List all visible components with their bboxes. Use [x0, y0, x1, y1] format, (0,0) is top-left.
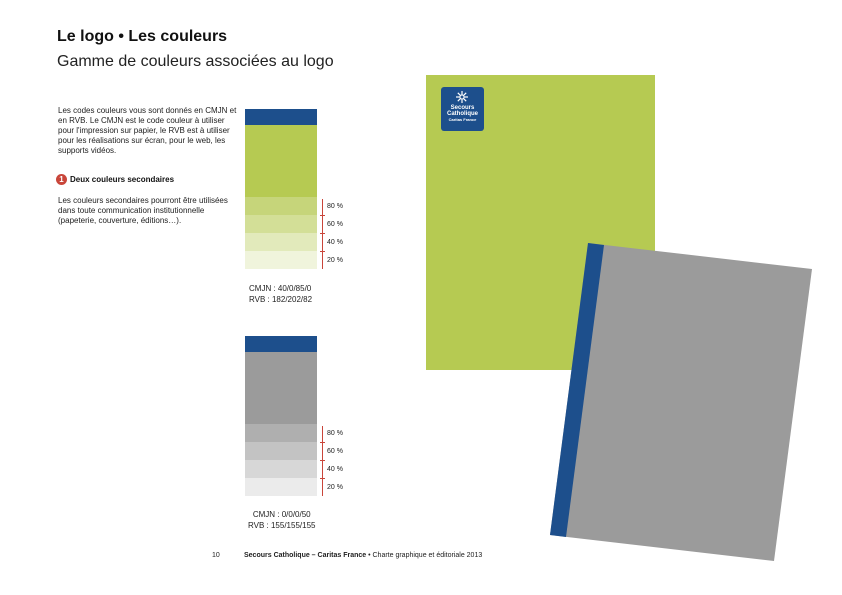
footer-text: Secours Catholique – Caritas France • Ch… — [244, 552, 482, 559]
green-tint-60 — [245, 215, 317, 233]
blue-band — [245, 109, 317, 125]
intro-paragraph: Les codes couleurs vous sont donnés en C… — [58, 106, 237, 155]
section-heading-text: Deux couleurs secondaires — [70, 175, 175, 184]
cross-star-icon — [456, 91, 468, 103]
logo-line-2: Catholique — [447, 111, 478, 117]
page-number: 10 — [212, 552, 220, 559]
section-number-badge: 1 — [56, 174, 67, 185]
gray-cover-mockup — [550, 243, 812, 561]
section-heading: 1 Deux couleurs secondaires — [56, 174, 174, 185]
blue-band — [245, 336, 317, 352]
green-tint-40 — [245, 233, 317, 251]
gray-cover-face — [550, 243, 812, 561]
rvb-code: RVB : 182/202/82 — [249, 295, 313, 304]
gray-swatch — [245, 336, 317, 496]
green-tint-20 — [245, 251, 317, 269]
gray-tint-40 — [245, 460, 317, 478]
tick — [320, 233, 325, 234]
gray-tint-bracket — [322, 426, 323, 496]
cmjn-code: CMJN : 0/0/0/50 — [252, 510, 311, 519]
gray-tint-80 — [245, 424, 317, 442]
green-tint-bracket — [322, 199, 323, 269]
gray-codes: CMJN : 0/0/0/50 RVB : 155/155/155 — [248, 509, 315, 531]
green-codes: CMJN : 40/0/85/0 RVB : 182/202/82 — [249, 283, 312, 305]
tick — [320, 460, 325, 461]
gray-tint-20 — [245, 478, 317, 496]
footer-doc: • Charte graphique et éditoriale 2013 — [366, 552, 483, 559]
logo-line-1: Secours — [450, 105, 475, 111]
section-body: Les couleurs secondaires pourront être u… — [58, 196, 228, 225]
gray-solid — [245, 352, 317, 424]
tint-label: 60 % — [327, 448, 343, 455]
green-tint-80 — [245, 197, 317, 215]
tint-label: 60 % — [327, 221, 343, 228]
blue-spine — [550, 243, 604, 537]
tint-label: 80 % — [327, 203, 343, 210]
tint-label: 80 % — [327, 430, 343, 437]
page-title: Le logo • Les couleurs — [57, 28, 228, 45]
rvb-code: RVB : 155/155/155 — [248, 521, 316, 530]
footer-brand: Secours Catholique – Caritas France — [244, 552, 367, 559]
secours-catholique-logo: Secours Catholique Caritas France — [441, 87, 484, 131]
page-subtitle: Gamme de couleurs associées au logo — [57, 53, 334, 70]
cmjn-code: CMJN : 40/0/85/0 — [249, 284, 312, 293]
tick — [320, 478, 325, 479]
logo-line-3: Caritas France — [448, 117, 477, 122]
green-solid — [245, 125, 317, 197]
green-swatch — [245, 109, 317, 269]
tint-label: 20 % — [327, 484, 343, 491]
gray-tint-60 — [245, 442, 317, 460]
tint-label: 40 % — [327, 466, 343, 473]
tick — [320, 251, 325, 252]
tint-label: 40 % — [327, 239, 343, 246]
tick — [320, 215, 325, 216]
tick — [320, 442, 325, 443]
tint-label: 20 % — [327, 257, 343, 264]
